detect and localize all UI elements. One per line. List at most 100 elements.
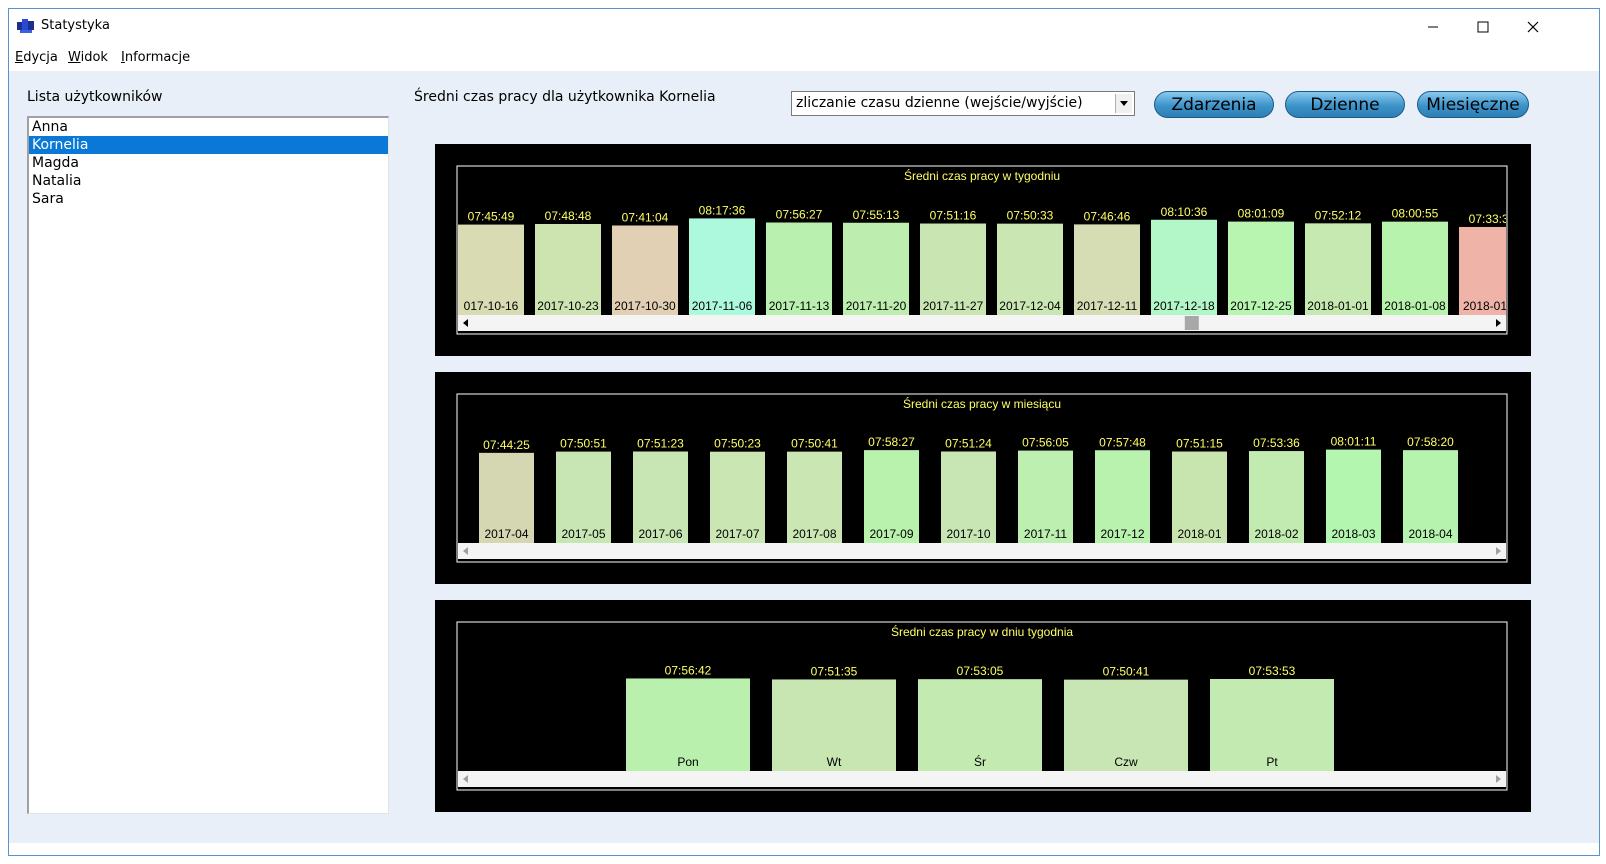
chart-bar <box>1326 449 1381 543</box>
bar-value-label: 07:53:05 <box>957 664 1004 678</box>
chart-bar <box>843 222 909 315</box>
chart-bar <box>626 678 750 771</box>
weekday-chart-panel: Średni czas pracy w dniu tygodnia 07:56:4… <box>435 600 1531 812</box>
scroll-left-arrow-icon[interactable] <box>463 319 468 327</box>
menu-bar: Edycja Widok Informacje <box>9 47 1599 71</box>
title-bar[interactable]: Statystyka <box>9 9 1599 45</box>
chart-bar <box>1018 450 1073 543</box>
chart-bar <box>1172 451 1227 543</box>
scroll-right-arrow-icon[interactable] <box>1496 547 1501 555</box>
chart-bar <box>556 451 611 543</box>
bar-value-label: 07:50:33 <box>1007 209 1054 223</box>
bar-category-label: Śr <box>974 754 986 769</box>
bar-category-label: 2017-10-23 <box>537 299 599 313</box>
monthly-button[interactable]: Miesięczne <box>1417 91 1529 118</box>
chart-bar <box>479 452 534 543</box>
maximize-button[interactable] <box>1459 9 1507 45</box>
chart-bar <box>535 223 601 315</box>
bar-value-label: 07:46:46 <box>1084 209 1131 223</box>
bar-value-label: 07:44:25 <box>483 438 530 452</box>
bar-category-label: 2017-12 <box>1100 527 1144 541</box>
chart-frame <box>456 165 1508 335</box>
chart-bar <box>1151 219 1217 315</box>
bar-category-label: 2018-01-01 <box>1307 299 1369 313</box>
minimize-button[interactable] <box>1409 9 1457 45</box>
menu-edycja[interactable]: Edycja <box>15 50 58 65</box>
bar-category-label: 2017-12-18 <box>1153 299 1215 313</box>
minimize-icon <box>1428 26 1438 28</box>
bar-value-label: 07:58:20 <box>1407 435 1454 449</box>
user-item-anna[interactable]: Anna <box>32 119 68 135</box>
horizontal-scrollbar[interactable] <box>458 315 1506 331</box>
chart-title: Średni czas pracy w dniu tygodnia <box>891 624 1073 639</box>
bar-category-label: 2018-01 <box>1177 527 1221 541</box>
bar-value-label: 07:55:13 <box>853 208 900 222</box>
user-item-natalia[interactable]: Natalia <box>32 173 82 189</box>
chart-bar <box>1249 451 1304 543</box>
chart-bar <box>918 679 1042 771</box>
chart-bar <box>612 225 678 315</box>
bar-value-label: 08:01:09 <box>1238 207 1285 221</box>
user-list-label: Lista użytkowników <box>27 89 163 105</box>
bar-value-label: 07:50:51 <box>560 437 607 451</box>
bar-value-label: 07:56:05 <box>1022 436 1069 450</box>
chart-bar <box>1064 679 1188 771</box>
menu-widok[interactable]: Widok <box>68 50 108 65</box>
bar-value-label: 07:53:53 <box>1249 664 1296 678</box>
horizontal-scrollbar[interactable] <box>458 771 1506 787</box>
bar-category-label: Wt <box>827 755 842 769</box>
bar-category-label: Czw <box>1114 755 1138 769</box>
statystyka-window: Statystyka Edycja Widok Informacje Lista… <box>8 8 1600 856</box>
bar-category-label: 2017-04 <box>484 527 528 541</box>
bar-value-label: 07:53:36 <box>1253 436 1300 450</box>
bar-value-label: 08:01:11 <box>1331 435 1377 449</box>
dropdown-arrow-icon[interactable] <box>1115 94 1132 113</box>
bar-category-label: 2017-06 <box>638 527 682 541</box>
bar-value-label: 07:48:48 <box>545 209 592 223</box>
scroll-right-arrow-icon[interactable] <box>1496 319 1501 327</box>
weekly-chart: Średni czas pracy w tygodniu 07:45:49 017-… <box>456 165 1521 335</box>
bar-value-label: 07:41:04 <box>622 210 669 224</box>
chart-bar <box>1459 226 1506 315</box>
bar-category-label: 2018-04 <box>1408 527 1452 541</box>
bar-category-label: 2017-10 <box>946 527 990 541</box>
scroll-left-arrow-icon[interactable] <box>463 547 468 555</box>
bar-category-label: 2017-11-06 <box>692 299 753 313</box>
bar-category-label: 2018-03 <box>1331 527 1375 541</box>
daily-button[interactable]: Dzienne <box>1285 91 1405 118</box>
chart-bar <box>1305 223 1371 315</box>
bar-category-label: 2017-08 <box>792 527 836 541</box>
scroll-right-arrow-icon[interactable] <box>1496 775 1501 783</box>
close-icon <box>1527 21 1539 33</box>
main-area: Lista użytkowników Anna Kornelia Magda N… <box>9 71 1599 843</box>
user-listbox[interactable]: Anna Kornelia Magda Natalia Sara <box>27 116 389 814</box>
menu-informacje[interactable]: Informacje <box>121 50 191 65</box>
weekday-chart: Średni czas pracy w dniu tygodnia 07:56:4… <box>456 621 1508 791</box>
chart-bar <box>920 223 986 315</box>
bar-category-label: 2017-12-11 <box>1077 299 1138 313</box>
user-item-kornelia[interactable]: Kornelia <box>29 136 388 154</box>
user-item-sara[interactable]: Sara <box>32 191 64 207</box>
chart-bar <box>458 224 524 315</box>
bar-value-label: 07:56:42 <box>665 663 712 677</box>
bar-value-label: 07:50:41 <box>1103 665 1150 679</box>
monthly-chart: Średni czas pracy w miesiącu 07:44:25 2017… <box>456 393 1508 563</box>
bar-value-label: 08:17:36 <box>699 203 746 217</box>
bar-value-label: 07:50:23 <box>714 437 761 451</box>
scroll-thumb[interactable] <box>1184 316 1199 330</box>
chart-bar <box>772 679 896 771</box>
user-item-magda[interactable]: Magda <box>32 155 80 171</box>
chart-bar <box>1382 221 1448 315</box>
chart-bar <box>710 451 765 543</box>
events-button[interactable]: Zdarzenia <box>1154 91 1274 118</box>
chart-bar <box>766 222 832 315</box>
bar-category-label: 2018-01-1! <box>1463 299 1521 313</box>
counting-mode-select[interactable]: zliczanie czasu dzienne (wejście/wyjście… <box>791 91 1135 116</box>
chart-bar <box>787 451 842 543</box>
window-title: Statystyka <box>41 18 110 33</box>
close-button[interactable] <box>1509 9 1557 45</box>
chart-bar <box>997 223 1063 315</box>
horizontal-scrollbar[interactable] <box>458 543 1506 559</box>
bar-value-label: 07:57:48 <box>1099 435 1146 449</box>
scroll-left-arrow-icon[interactable] <box>463 775 468 783</box>
